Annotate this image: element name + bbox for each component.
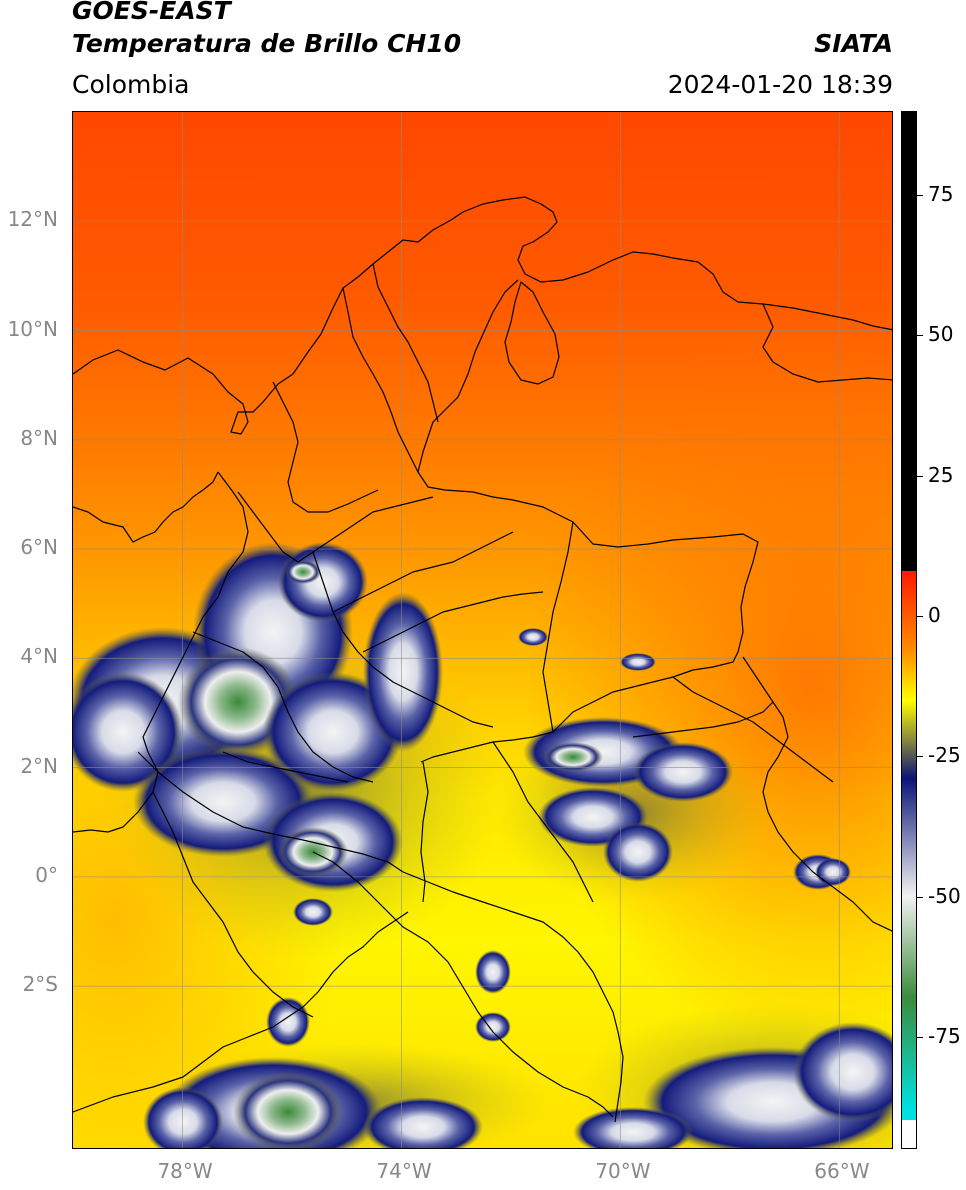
interior-division-8 [362,591,544,653]
colorbar-tick-label: -50 [928,883,961,908]
maracaibo-lake [504,281,560,385]
colorbar-tick-label: 50 [928,322,954,347]
panama-coast [73,471,219,543]
map-canvas [73,112,892,1148]
interior-division-10 [492,741,594,903]
longitude-label: 78°W [157,1159,213,1183]
colorbar-tick-label: 0 [928,602,941,627]
guyana-coast [762,303,892,383]
latitude-label: 6°N [20,535,58,560]
interior-division-12 [542,521,574,733]
product-title: Temperatura de Brillo CH10 [72,29,462,58]
colorbar-tick-mark [917,615,923,617]
interior-division-13 [672,676,834,783]
temperature-colorbar [901,111,917,1149]
caribbean-coastline [73,196,892,435]
interior-division-9 [222,751,349,783]
latitude-label: 8°N [20,425,58,450]
colombia-brazil-border [402,871,624,1123]
latitude-label: 12°N [7,207,58,232]
longitude-label: 74°W [376,1159,432,1183]
latitude-label: 0° [35,862,58,887]
amazon-south-border [73,911,409,1113]
satellite-title: GOES-EAST [72,0,231,25]
pacific-coast [73,471,249,833]
map-gridlines [73,112,892,1148]
brazil-venezuela-border [632,656,774,738]
colorbar-tick-mark [917,756,923,758]
agency-label: SIATA [814,29,893,58]
interior-division-4 [342,287,419,473]
colorbar-tick-mark [917,896,923,898]
interior-division-7 [332,531,514,613]
latitude-label: 4°N [20,644,58,669]
latitude-label: 2°S [22,972,58,997]
colorbar-tick-mark [917,195,923,197]
colorbar-tick-label: 25 [928,462,954,487]
colombia-ecuador-border [137,751,404,873]
venezuela-border [417,279,759,763]
colorbar-tick-mark [917,1036,923,1038]
latitude-label: 10°N [7,316,58,341]
ecuador-peru-border [152,791,314,1018]
interior-division-1 [237,491,434,563]
interior-division-11 [420,761,429,903]
colorbar-tick-mark [917,475,923,477]
colorbar-tick-label: 75 [928,182,954,207]
country-borders [73,196,892,1123]
interior-division-2 [312,551,494,728]
latitude-label: 2°N [20,753,58,778]
colorbar-tick-label: -25 [928,743,961,768]
longitude-label: 66°W [814,1159,870,1183]
interior-division-5 [372,263,439,423]
interior-division-6 [192,631,374,783]
brazil-east-border [762,701,892,932]
colombia-peru-border [312,851,614,1118]
satellite-map[interactable] [72,111,893,1149]
longitude-label: 70°W [595,1159,651,1183]
timestamp-label: 2024-01-20 18:39 [667,70,893,99]
colorbar-tick-label: -75 [928,1023,961,1048]
region-label: Colombia [72,70,190,99]
interior-division-3 [272,381,379,513]
colorbar-tick-mark [917,335,923,337]
